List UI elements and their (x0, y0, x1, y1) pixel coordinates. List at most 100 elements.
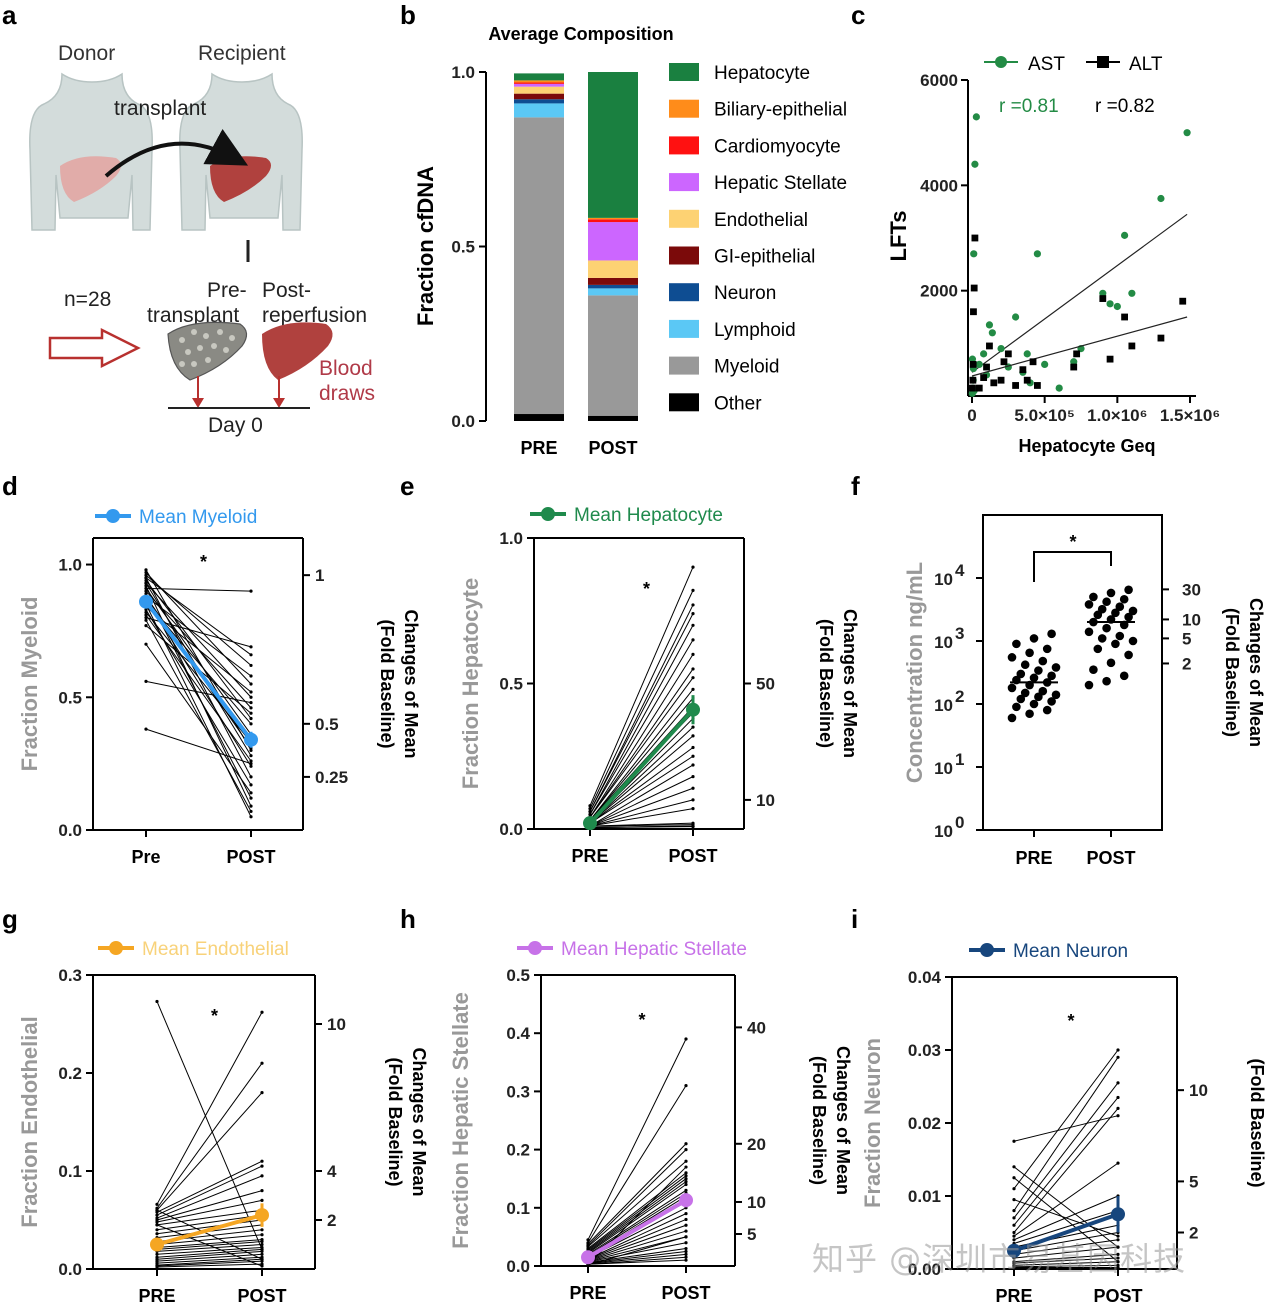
bar-segment-endothelial (514, 86, 564, 94)
mean-point (150, 1237, 164, 1252)
subject-line (587, 1224, 687, 1261)
subject-line (1013, 1264, 1119, 1268)
bar-segment-biliary-epithelial (514, 80, 564, 83)
point-alt (969, 384, 976, 392)
point-alt (969, 376, 977, 384)
legend-marker (106, 509, 120, 523)
y2-tick-label: 0.5 (315, 715, 339, 734)
y-tick-label: 2000 (920, 282, 958, 301)
point-pre (1029, 699, 1039, 709)
subject-point-post (249, 804, 253, 808)
significance-star: * (200, 552, 207, 572)
chart-c-lfts-scatter: 2000 4000 6000 0 5.0×10⁵ 1.0×10⁶ 1.5×10⁶ Hepato… (886, 54, 1220, 456)
point-pre (1038, 686, 1048, 696)
subject-line (1013, 1177, 1119, 1263)
point-alt (1029, 358, 1037, 366)
subject-point-pre (1012, 1238, 1016, 1242)
point-post (1124, 585, 1133, 595)
subject-point-post (684, 1165, 688, 1169)
y-tick-label: 0.5 (451, 238, 475, 257)
recipient-label: Recipient (198, 42, 286, 65)
pre-draw-head (192, 398, 204, 408)
point-alt (975, 384, 983, 392)
point-pre (1007, 653, 1017, 662)
subject-point-post (684, 1258, 688, 1262)
subject-point-post (691, 603, 695, 607)
subject-point-post (1116, 1114, 1120, 1118)
y-tick-label: 0.5 (499, 675, 523, 694)
x-tick-label: POST (1086, 848, 1135, 868)
subject-line (156, 1062, 263, 1209)
legend-label: Biliary-epithelial (714, 100, 847, 121)
subject-point-pre (144, 727, 148, 731)
subject-point-post (1116, 1081, 1120, 1085)
x-tick-label: POST (237, 1286, 286, 1306)
subject-line (145, 643, 252, 794)
chart-title: Average Composition (488, 24, 673, 44)
recipient-liver (210, 156, 271, 202)
bar-segment-neuron (514, 99, 564, 104)
chart-b-composition: Average Composition 0.0 0.5 1.0 Fraction cfD… (413, 24, 847, 458)
subject-point-post (684, 1255, 688, 1259)
subject-point-post (260, 1010, 264, 1014)
point-alt (969, 361, 977, 368)
subject-point-post (249, 695, 253, 699)
bar-segment-hepatocyte (588, 72, 638, 218)
legend-label-ast: AST (1028, 54, 1065, 75)
legend-marker (980, 943, 994, 957)
y-tick-exponent: 0 (955, 813, 964, 832)
subject-point-pre (144, 642, 148, 646)
y-tick-label: 6000 (920, 71, 958, 90)
subject-line (145, 596, 252, 677)
x-tick-label: 0 (967, 406, 976, 425)
y-tick-label: 10 (934, 570, 953, 589)
subject-line (587, 1175, 687, 1251)
legend-marker (109, 941, 123, 955)
point-pre (1042, 705, 1052, 715)
plot-frame (982, 514, 1163, 831)
subject-point-post (691, 734, 695, 738)
subject-line (589, 755, 694, 824)
subject-point-post (684, 1212, 688, 1216)
subject-line (589, 604, 694, 812)
point-pre (1029, 673, 1039, 683)
subject-point-post (684, 1171, 688, 1175)
point-alt (970, 284, 978, 292)
y2-tick-label: 10 (327, 1015, 346, 1034)
point-post (1111, 639, 1120, 649)
subject-point-post (684, 1188, 688, 1192)
x-tick-label: POST (668, 846, 717, 866)
point-alt (997, 376, 1005, 384)
point-pre (1012, 702, 1021, 712)
mean-line (586, 1198, 688, 1259)
subject-line (589, 654, 694, 818)
subject-line (587, 1259, 687, 1265)
subject-point-post (260, 1239, 264, 1244)
subject-line (589, 799, 694, 827)
mean-point (679, 1193, 693, 1208)
significance-bracket (1033, 551, 1112, 582)
y-tick-exponent: 1 (955, 750, 964, 769)
subject-point-post (691, 667, 695, 671)
point-ast (1183, 129, 1191, 137)
subject-line (156, 1190, 263, 1221)
subject-line (589, 776, 694, 827)
point-post (1119, 671, 1129, 681)
significance-star: * (1069, 532, 1076, 552)
subject-point-post (1116, 1234, 1120, 1238)
subject-point-pre (1012, 1216, 1016, 1220)
subject-point-post (691, 612, 695, 616)
subject-point-post (691, 786, 695, 790)
subject-line (1013, 1261, 1119, 1266)
y2-axis-title-2: (Fold Baseline) (809, 1056, 829, 1185)
subject-point-post (260, 1159, 264, 1163)
subject-point-post (249, 711, 253, 715)
post-draw-head (273, 398, 285, 408)
bar-segment-cardiomyocyte (514, 82, 564, 84)
legend-label: Mean Neuron (1013, 941, 1128, 962)
subject-point-pre (1012, 1176, 1016, 1180)
point-alt (1128, 342, 1136, 350)
subject-line (589, 808, 694, 827)
subject-line (587, 1143, 687, 1245)
